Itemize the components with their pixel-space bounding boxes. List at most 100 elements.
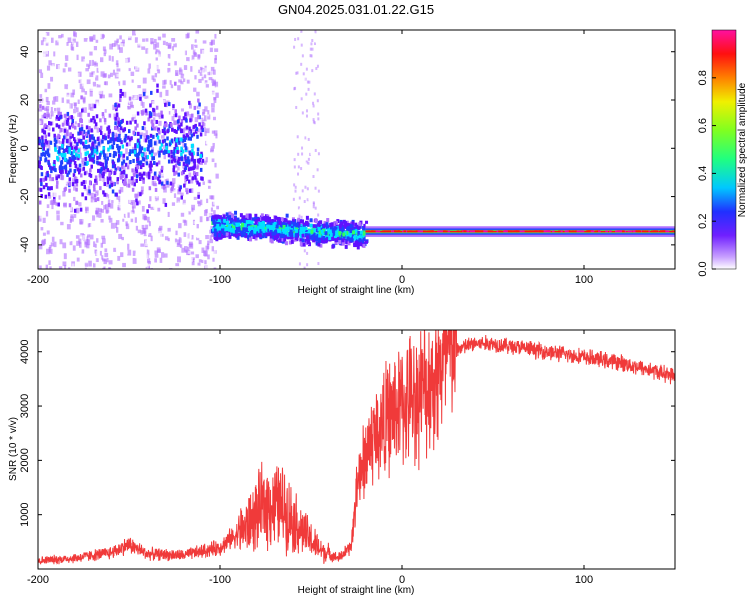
spectrogram-cell [293,87,296,91]
spectrogram-cell [447,230,451,233]
spectrogram-cell [205,235,209,240]
spectrogram-cell [139,165,143,170]
spectrogram-cell [188,92,191,98]
spectrogram-cell [102,174,105,179]
spectrogram-cell [157,54,161,61]
spectrogram-cell [312,63,315,67]
spectrogram-cell [89,154,92,159]
spectrogram-cell [94,198,97,203]
spectrogram-cell [166,129,169,134]
spectrogram-cell [188,210,191,215]
spectrogram-cell [186,133,190,138]
spectrogram-cell [304,256,307,260]
spectrogram-cell [108,171,111,176]
spectrogram-cell [63,120,67,126]
spectrogram-cell [93,104,97,109]
spectrogram-cell [196,134,199,139]
spectrogram-cell [317,238,321,243]
spectrogram-cell [113,132,117,137]
spectrogram-cell [113,164,117,169]
spectrogram-cell [212,142,215,149]
spectrogram-cell [306,64,309,68]
spectrogram-cell [302,102,305,106]
spectrogram-cell [155,262,159,268]
spectrogram-cell [82,157,86,163]
spectrogram-cell [317,189,320,193]
spectrogram-cell [214,81,219,88]
spectrogram-cell [317,222,321,227]
spectrogram-cell [193,196,197,200]
spectrogram-cell [60,221,64,226]
spectrogram-cell [64,231,67,237]
spectrogram-cell [95,210,98,215]
spectrogram-cell [109,43,113,50]
colorbar-frame [711,29,737,270]
spectrogram-cell [81,81,86,87]
spectrogram-cell [66,99,70,104]
spectrogram-cell [50,111,54,117]
spectrogram-cell [205,127,210,134]
spectrogram-cell [102,267,105,269]
spectrogram-cell [207,92,212,98]
spectrogram-cell [348,237,352,242]
spectrogram-cell [283,237,287,242]
spectrogram-cell [294,189,297,193]
spectrogram-cell [129,93,133,98]
spectrogram-cell [77,45,80,52]
spectrogram-cell [125,120,129,125]
spectrogram-cell [75,182,79,187]
spectrogram-cell [45,140,49,145]
spectrogram-cell [228,215,232,220]
spectrogram-cell [79,117,83,122]
spectrogram-cell [155,105,159,110]
snr-y-tick-label: 1000 [19,502,31,526]
spectrogram-cell [325,224,329,229]
spectrogram-cell [276,233,280,238]
spectrogram-cell [207,114,211,120]
spectrogram-cell [75,36,79,42]
spectrogram-cell [215,92,219,98]
spectrogram-cell [231,213,235,218]
spectrogram-cell [235,226,239,231]
spectrogram-cell [320,229,324,234]
spectrogram-cell [94,175,98,180]
spectrogram-cell [185,125,189,130]
spectrogram-cell [293,165,296,169]
spectrogram-cell [90,106,94,111]
spectrogram-x-tick-label: -200 [27,274,49,286]
spectrogram-cell [323,223,327,228]
spectrogram-cell [104,119,107,125]
spectrogram-cell [90,151,94,156]
spectrogram-cell [288,231,292,236]
spectrogram-cell [309,54,312,58]
spectrogram-cell [114,167,117,172]
spectrogram-y-tick-label: 40 [19,46,31,58]
spectrogram-cell [68,181,72,186]
spectrogram-cell [313,39,316,43]
spectrogram-cell [119,151,123,156]
spectrogram-cell [194,68,199,73]
spectrogram-cell [197,248,202,255]
spectrogram-cell [254,236,258,241]
spectrogram-cell [201,49,206,56]
spectrogram-cell [315,50,318,54]
spectrogram-cell [190,133,194,138]
spectrogram-cell [119,88,123,93]
spectrogram-cell [120,43,124,48]
spectrogram-cell [196,186,200,191]
spectrogram-cell [247,235,251,240]
spectrogram-cell [298,139,301,143]
spectrogram-cell [67,122,70,127]
spectrogram-cell [189,136,192,141]
colorbar-tick-label: 0.8 [697,70,709,85]
spectrogram-cell [51,177,55,182]
spectrogram-cell [167,150,171,155]
spectrogram-cell [228,211,232,216]
spectrogram-cell [100,208,104,213]
spectrogram-cell [137,148,140,155]
spectrogram-cell [88,149,91,154]
spectrogram-cell [85,229,89,235]
spectrogram-cell [328,228,332,233]
spectrogram-cell [149,133,153,138]
spectrogram-cell [82,129,86,134]
